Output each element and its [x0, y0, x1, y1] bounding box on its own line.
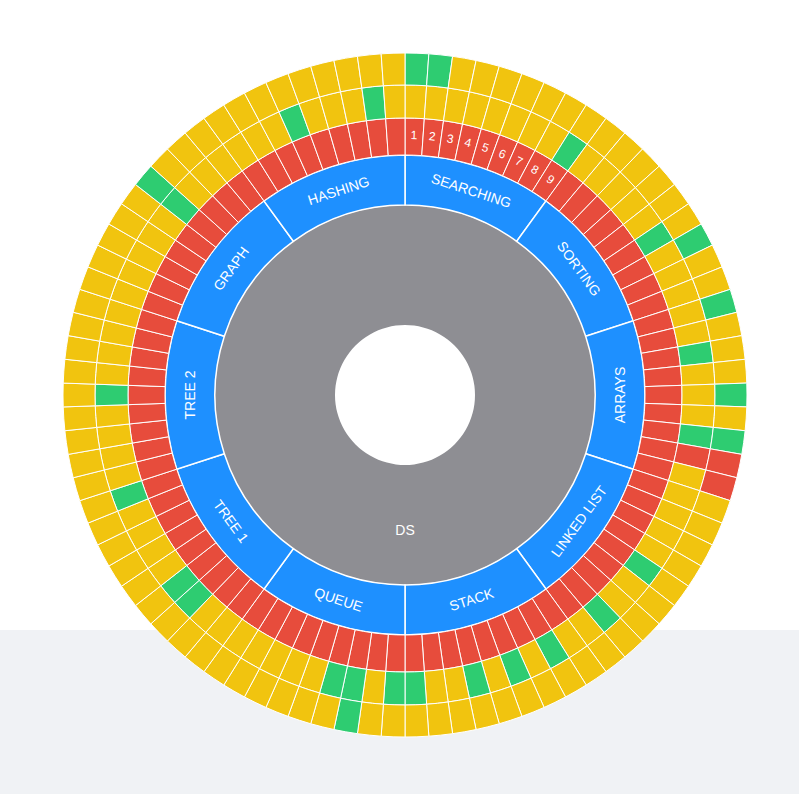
svg-text:HASHING: HASHING: [306, 173, 372, 208]
svg-text:DS: DS: [395, 522, 414, 538]
svg-text:SORTING: SORTING: [554, 238, 604, 299]
svg-text:QUEUE: QUEUE: [312, 584, 364, 615]
svg-text:ARRAYS: ARRAYS: [612, 367, 628, 424]
svg-text:TREE 1: TREE 1: [210, 497, 252, 546]
svg-text:2: 2: [428, 129, 436, 144]
svg-text:8: 8: [529, 162, 542, 178]
svg-text:9: 9: [544, 172, 558, 188]
svg-text:TREE 2: TREE 2: [182, 370, 198, 419]
svg-text:4: 4: [463, 135, 473, 150]
svg-text:3: 3: [446, 131, 455, 146]
svg-text:1: 1: [410, 128, 417, 142]
svg-text:GRAPH: GRAPH: [210, 244, 252, 294]
svg-text:7: 7: [513, 154, 525, 170]
svg-text:SEARCHING: SEARCHING: [429, 170, 513, 211]
svg-text:5: 5: [480, 140, 491, 155]
svg-text:STACK: STACK: [447, 585, 496, 615]
svg-text:6: 6: [497, 146, 509, 162]
svg-text:LINKED LIST: LINKED LIST: [548, 482, 611, 560]
